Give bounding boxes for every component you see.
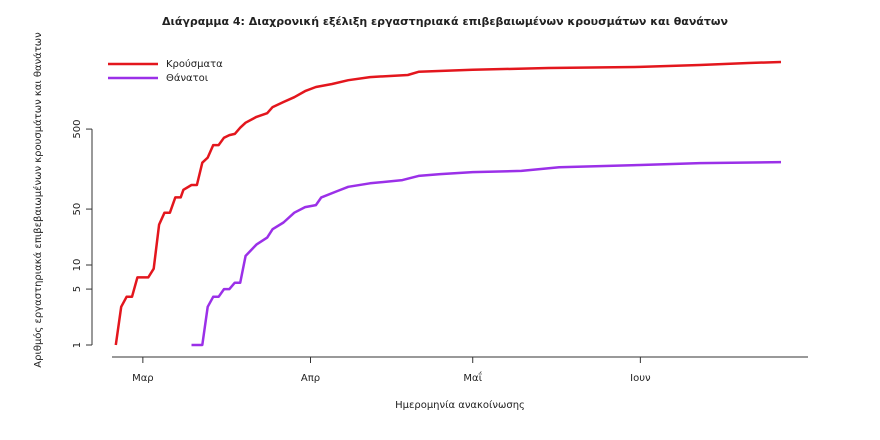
x-tick-label: Απρ xyxy=(301,373,320,384)
line xyxy=(191,160,782,347)
y-tick-label: 50 xyxy=(72,203,83,216)
y-tick-label: 1 xyxy=(72,342,83,348)
y-tick-label: 500 xyxy=(72,120,83,139)
y-axis-label: Αριθμός εργαστηριακά επιβεβαιωμένων κρου… xyxy=(32,32,44,368)
y-tick-label: 10 xyxy=(72,259,83,272)
y-tick-label: 5 xyxy=(72,286,83,292)
chart-title: Διάγραμμα 4: Διαχρονική εξέλιξη εργαστηρ… xyxy=(162,15,728,28)
line xyxy=(114,60,782,346)
legend-label: Κρούσματα xyxy=(166,58,223,70)
x-tick-label: Μαΐ xyxy=(463,370,482,384)
x-tick-label: Μαρ xyxy=(132,373,154,384)
x-axis-label: Ημερομηνία ανακοίνωσης xyxy=(395,399,525,411)
legend-label: Θάνατοι xyxy=(166,72,209,84)
x-tick-label: Ιουν xyxy=(630,373,651,384)
